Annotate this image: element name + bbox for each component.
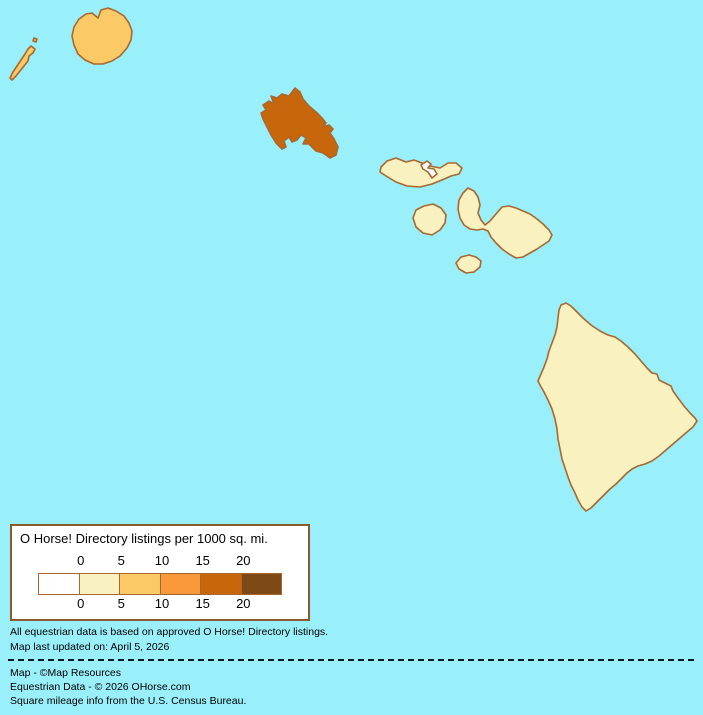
legend-swatch-0	[39, 574, 80, 594]
legend-swatch-5	[241, 574, 281, 594]
legend-bottom-label-5: 5	[117, 596, 125, 611]
island-kalawao	[420, 160, 438, 179]
legend-color-strip	[38, 573, 282, 595]
legend-title: O Horse! Directory listings per 1000 sq.…	[20, 531, 268, 546]
legend-swatch-3	[160, 574, 201, 594]
legend-bottom-label-15: 15	[195, 596, 210, 611]
legend-top-label-5: 5	[117, 553, 125, 568]
island-niihau	[9, 45, 36, 81]
island-hawaii	[537, 302, 698, 512]
legend-bottom-label-10: 10	[154, 596, 170, 611]
legend-swatch-4	[201, 574, 242, 594]
footer-map-credit: Map - ©Map Resources	[10, 667, 122, 679]
legend-swatch-1	[79, 574, 120, 594]
legend-box: O Horse! Directory listings per 1000 sq.…	[10, 524, 310, 621]
footer-census-credit: Square mileage info from the U.S. Census…	[10, 695, 247, 707]
island-kahoolawe	[455, 254, 482, 274]
footer-equestrian-data-credit: Equestrian Data - © 2026 OHorse.com	[10, 681, 191, 693]
legend-top-label-0: 0	[77, 553, 85, 568]
island-maui	[457, 187, 553, 259]
footer-last-updated: Map last updated on: April 5, 2026	[10, 641, 170, 653]
legend-swatch-2	[120, 574, 161, 594]
island-niihau-islet	[32, 37, 38, 43]
island-oahu	[260, 87, 339, 159]
legend-top-label-15: 15	[195, 553, 210, 568]
island-molokai	[379, 157, 463, 188]
footer-data-disclaimer: All equestrian data is based on approved…	[10, 626, 329, 638]
dashed-separator	[8, 659, 698, 661]
legend-bottom-label-20: 20	[236, 596, 251, 611]
island-kauai	[71, 7, 133, 65]
legend-top-label-10: 10	[154, 553, 170, 568]
island-lanai	[412, 203, 447, 236]
legend-top-label-20: 20	[236, 553, 251, 568]
legend-bottom-label-0: 0	[77, 596, 85, 611]
